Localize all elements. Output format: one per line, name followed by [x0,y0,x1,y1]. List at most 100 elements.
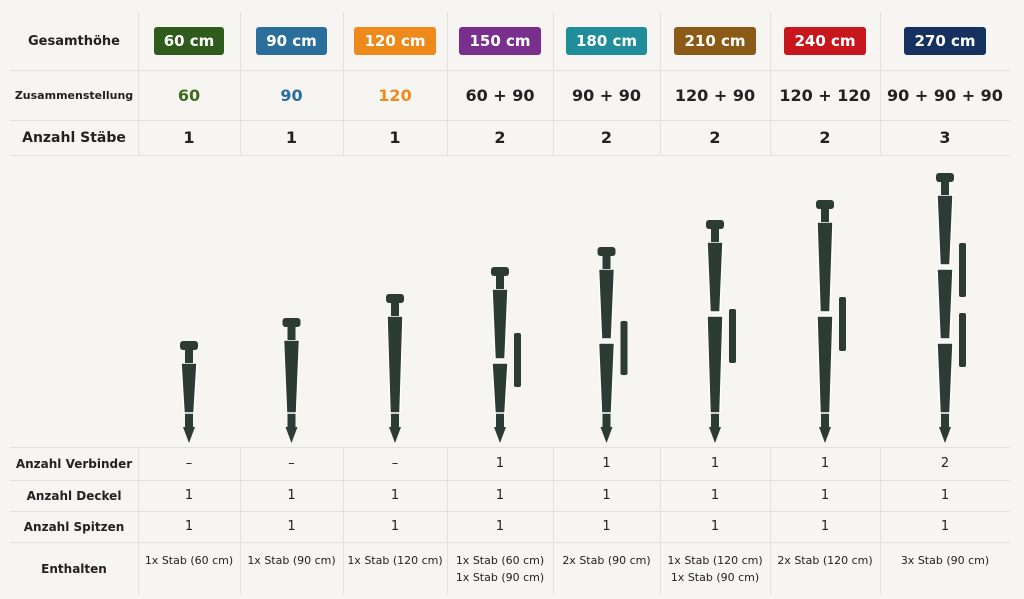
header-cell: 120 cm [343,12,447,70]
grid-line [447,12,448,155]
cell-text: 1 [389,128,401,147]
table-cell: 120 + 120 [770,70,880,120]
connector [514,333,521,387]
table-cell: 3x Stab (90 cm) [880,542,1010,595]
cell-text: 1x Stab (90 cm) [670,571,760,584]
cell-text: 1 [184,488,194,503]
cell-text: 120 + 90 [674,85,756,105]
grid-line [770,12,771,155]
stake-rod [706,315,724,414]
cell-text: 1 [184,519,194,534]
cell-text: 2x Stab (90 cm) [562,554,651,567]
cell-text: 120 [378,85,412,105]
cell-text: 2 [494,128,506,147]
cell-text: 1 [710,519,720,534]
grid-line [240,447,241,595]
row-label-text: Anzahl Verbinder [15,456,133,471]
table-cell: 1 [343,120,447,155]
cell-text: 60 [177,85,201,105]
size-badge: 120 cm [354,27,436,55]
grid-line [10,120,1010,121]
table-cell: – [240,447,343,480]
connector [839,297,846,351]
stake-rod [936,194,954,266]
grid-line [10,70,1010,71]
connector [959,243,966,297]
header-cell: 210 cm [660,12,770,70]
cell-text: 2 [940,456,950,471]
table-cell: 2 [770,120,880,155]
grid-line [553,12,554,155]
row-label: Gesamthöhe [10,12,138,70]
table-cell: 1 [447,511,553,542]
size-badge: 240 cm [784,27,866,55]
stake-tip-neck [821,413,829,428]
grid-line [553,447,554,595]
table-cell: 1 [138,511,240,542]
grid-line [880,447,881,595]
row-label-text: Zusammenstellung [14,88,134,102]
table-cell: 1x Stab (120 cm) 1x Stab (90 cm) [660,542,770,595]
stake-cap [491,267,509,276]
cell-text: 2 [600,128,613,147]
size-badge: 150 cm [459,27,541,55]
cell-text: – [185,456,193,471]
table-cell: 2 [880,447,1010,480]
table-cell: 2 [553,120,660,155]
cell-text: 2x Stab (120 cm) [777,554,873,567]
stake-tip [819,427,831,443]
header-cell: 240 cm [770,12,880,70]
table-cell: 1 [343,511,447,542]
table-cell: 2x Stab (120 cm) [770,542,880,595]
stake-cap-neck [287,326,296,340]
stake-tip [939,427,951,443]
cell-text: 1 [602,519,611,534]
table-cell: 2 [447,120,553,155]
stake-rod [706,241,724,313]
stake-tip [600,427,613,443]
cell-text: 90 [280,85,303,105]
cell-text: 1 [602,456,611,471]
grid-line [343,447,344,595]
table-cell: 3 [880,120,1010,155]
stake-tip-neck [185,413,193,428]
table-cell: 60 + 90 [447,70,553,120]
stake-tip [389,427,401,443]
stake-rod [936,268,954,340]
stake-cap-neck [941,181,949,195]
table-cell: – [343,447,447,480]
table-cell: 1 [660,447,770,480]
table-cell: 1 [138,120,240,155]
cell-text: 60 + 90 [465,85,535,105]
table-cell: 1x Stab (60 cm) 1x Stab (90 cm) [447,542,553,595]
grid-line [10,155,1010,156]
table-cell: 60 [138,70,240,120]
cell-text: – [391,456,399,471]
header-cell: 150 cm [447,12,553,70]
stake-cap-neck [602,255,611,269]
stake-cap [816,200,834,209]
cell-text: 120 + 120 [779,85,871,105]
table-cell: 1 [880,511,1010,542]
table-cell: 120 [343,70,447,120]
stake-cap-neck [821,208,829,222]
cell-text: 1 [287,488,296,503]
row-label-text: Anzahl Stäbe [22,129,126,146]
cell-text: 1 [820,456,830,471]
size-badge: 270 cm [904,27,986,55]
table-cell: 1x Stab (90 cm) [240,542,343,595]
connector [959,313,966,367]
cell-text: 2 [709,128,721,147]
cell-text: 1x Stab (90 cm) [455,571,545,584]
row-label-text: Anzahl Deckel [26,488,122,503]
cell-text: 1 [710,456,720,471]
size-badge: 90 cm [256,27,327,55]
stake-cap-neck [711,228,719,242]
stake-cap [597,247,616,256]
stake-tip-neck [602,413,611,428]
cell-text: 1 [285,128,298,147]
header-cell: 180 cm [553,12,660,70]
cell-text: 1 [495,488,505,503]
table-cell: 1 [138,480,240,511]
